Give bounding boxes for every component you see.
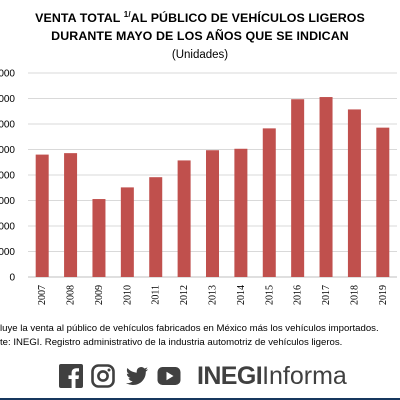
- y-tick-label: 000: [0, 145, 15, 156]
- chart-subtitle: (Unidades): [171, 49, 229, 61]
- twitter-icon[interactable]: [125, 364, 149, 388]
- brand-inegi: INEGI: [197, 362, 263, 390]
- y-tick-label: 000: [0, 120, 15, 131]
- bar-2008: [64, 153, 78, 277]
- title-text-rest: AL PÚBLICO DE VEHÍCULOS LIGEROS: [130, 11, 365, 25]
- bar-2016: [291, 99, 305, 277]
- x-tick-label-2017: 2017: [321, 285, 332, 305]
- x-tick-label-2012: 2012: [179, 285, 190, 305]
- bar-2014: [234, 148, 248, 277]
- x-tick-label-2015: 2015: [264, 285, 275, 305]
- x-tick-label-2014: 2014: [236, 285, 247, 305]
- bar-2015: [262, 128, 276, 277]
- x-tick-label-2010: 2010: [122, 285, 133, 305]
- y-tick-label: 000: [0, 94, 15, 105]
- x-tick-label-2018: 2018: [349, 285, 360, 305]
- footer-rule: [0, 398, 400, 400]
- chart-title-line-1: VENTA TOTAL 1/AL PÚBLICO DE VEHÍCULOS LI…: [0, 9, 400, 27]
- facebook-icon[interactable]: [59, 364, 83, 388]
- instagram-icon[interactable]: [91, 364, 115, 388]
- bar-2010: [120, 187, 134, 277]
- brand-informa: Informa: [262, 362, 347, 390]
- bar-2018: [347, 109, 361, 277]
- bar-2013: [206, 150, 219, 277]
- chart-header: VENTA TOTAL 1/AL PÚBLICO DE VEHÍCULOS LI…: [0, 9, 400, 64]
- x-tick-label-2008: 2008: [66, 285, 77, 305]
- y-tick-label: 000: [0, 171, 15, 182]
- title-footnote-marker: 1/: [123, 9, 131, 19]
- bar-2007: [35, 154, 49, 277]
- y-tick-label: 000: [0, 247, 15, 258]
- bar-2012: [177, 160, 191, 277]
- footnote-text: luye la venta al público de vehículos fa…: [0, 323, 379, 334]
- footer-bar: INEGIInforma: [0, 359, 400, 400]
- x-tick-label-2013: 2013: [208, 285, 219, 305]
- bar-2011: [149, 177, 163, 277]
- x-tick-label-2007: 2007: [37, 285, 48, 305]
- y-tick-label: 000: [0, 69, 15, 80]
- x-tick-label-2011: 2011: [151, 285, 162, 305]
- bar-2017: [319, 97, 333, 278]
- x-tick-label-2016: 2016: [293, 285, 304, 305]
- source-text: te: INEGI. Registro administrativo de la…: [0, 337, 343, 348]
- y-tick-label: 000: [0, 196, 15, 207]
- youtube-icon[interactable]: [157, 364, 181, 388]
- title-text-start: VENTA TOTAL: [35, 11, 121, 25]
- x-tick-label-2009: 2009: [94, 285, 105, 305]
- x-tick-label-2019: 2019: [378, 285, 389, 305]
- y-tick-label: 000: [0, 222, 15, 233]
- chart-title-line-2: DURANTE MAYO DE LOS AÑOS QUE SE INDICAN: [51, 29, 349, 43]
- inegi-informa-logo: INEGIInforma: [197, 361, 347, 391]
- chart-notes: luye la venta al público de vehículos fa…: [0, 322, 400, 350]
- y-tick-label: 0: [9, 273, 15, 284]
- bar-2009: [92, 199, 106, 277]
- bar-2019: [376, 127, 390, 278]
